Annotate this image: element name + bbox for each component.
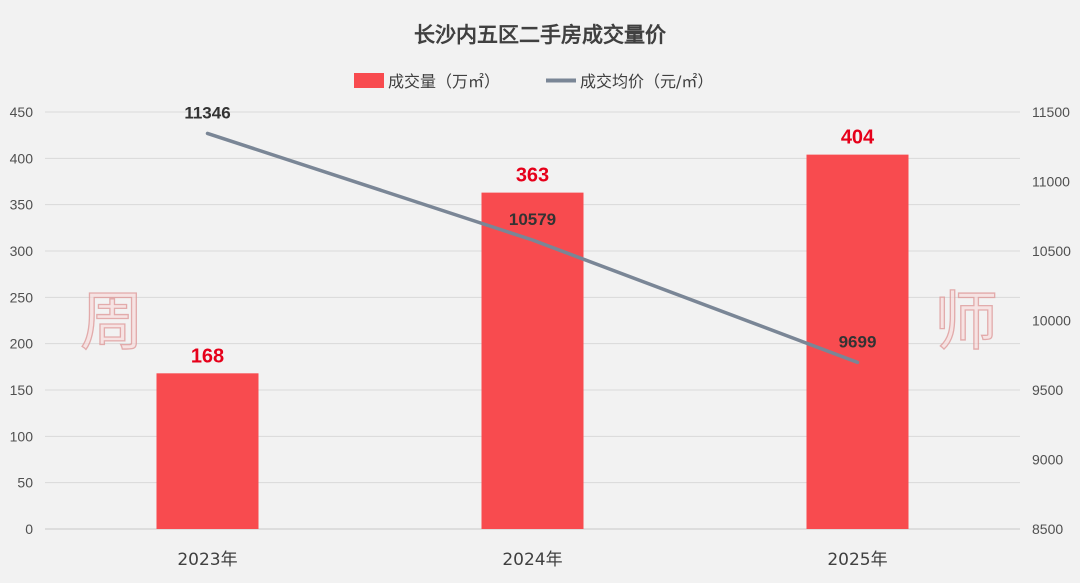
right-tick-label: 8500 — [1032, 521, 1063, 537]
right-tick-label: 11500 — [1032, 104, 1070, 120]
right-tick-label: 10500 — [1032, 243, 1071, 259]
left-tick-label: 0 — [25, 521, 33, 537]
right-tick-label: 9000 — [1032, 452, 1063, 468]
left-tick-label: 450 — [10, 104, 34, 120]
watermark-char: 周 — [80, 286, 144, 360]
category-label: 2023年 — [177, 550, 237, 570]
legend-label-volume: 成交量（万㎡） — [388, 72, 500, 91]
right-axis: 8500 9000 9500 10000 10500 11000 11500 — [1032, 104, 1071, 537]
category-label: 2025年 — [827, 550, 887, 570]
left-tick-label: 150 — [10, 382, 34, 398]
legend-label-price: 成交均价（元/㎡） — [580, 72, 713, 91]
left-axis: 0 50 100 150 200 250 300 350 400 450 — [10, 104, 34, 537]
category-label: 2024年 — [502, 550, 562, 570]
bar-data-label: 363 — [516, 165, 549, 187]
left-tick-label: 200 — [10, 336, 34, 352]
legend: 成交量（万㎡） 成交均价（元/㎡） — [354, 72, 713, 91]
bar — [156, 373, 259, 529]
left-tick-label: 400 — [10, 150, 34, 166]
x-axis: 2023年 2024年 2025年 — [177, 550, 887, 570]
left-tick-label: 100 — [10, 428, 34, 444]
line-data-label: 11346 — [184, 103, 230, 122]
bar-data-label: 168 — [191, 345, 224, 367]
watermark-char: 师 — [934, 286, 998, 360]
bar — [481, 192, 584, 529]
left-tick-label: 350 — [10, 197, 34, 213]
right-tick-label: 11000 — [1032, 174, 1070, 190]
right-tick-label: 9500 — [1032, 382, 1063, 398]
left-tick-label: 300 — [10, 243, 34, 259]
left-tick-label: 50 — [17, 475, 33, 491]
bar-series: 168 363 404 — [156, 127, 909, 530]
bar — [806, 154, 909, 530]
chart-title: 长沙内五区二手房成交量价 — [414, 23, 667, 47]
line-series: 11346 10579 9699 — [184, 103, 877, 365]
line-data-label: 9699 — [839, 332, 877, 351]
left-tick-label: 250 — [10, 289, 34, 305]
right-tick-label: 10000 — [1032, 313, 1071, 329]
legend-swatch-volume — [354, 73, 384, 88]
bar-data-label: 404 — [841, 127, 875, 149]
line-data-label: 10579 — [509, 210, 556, 229]
